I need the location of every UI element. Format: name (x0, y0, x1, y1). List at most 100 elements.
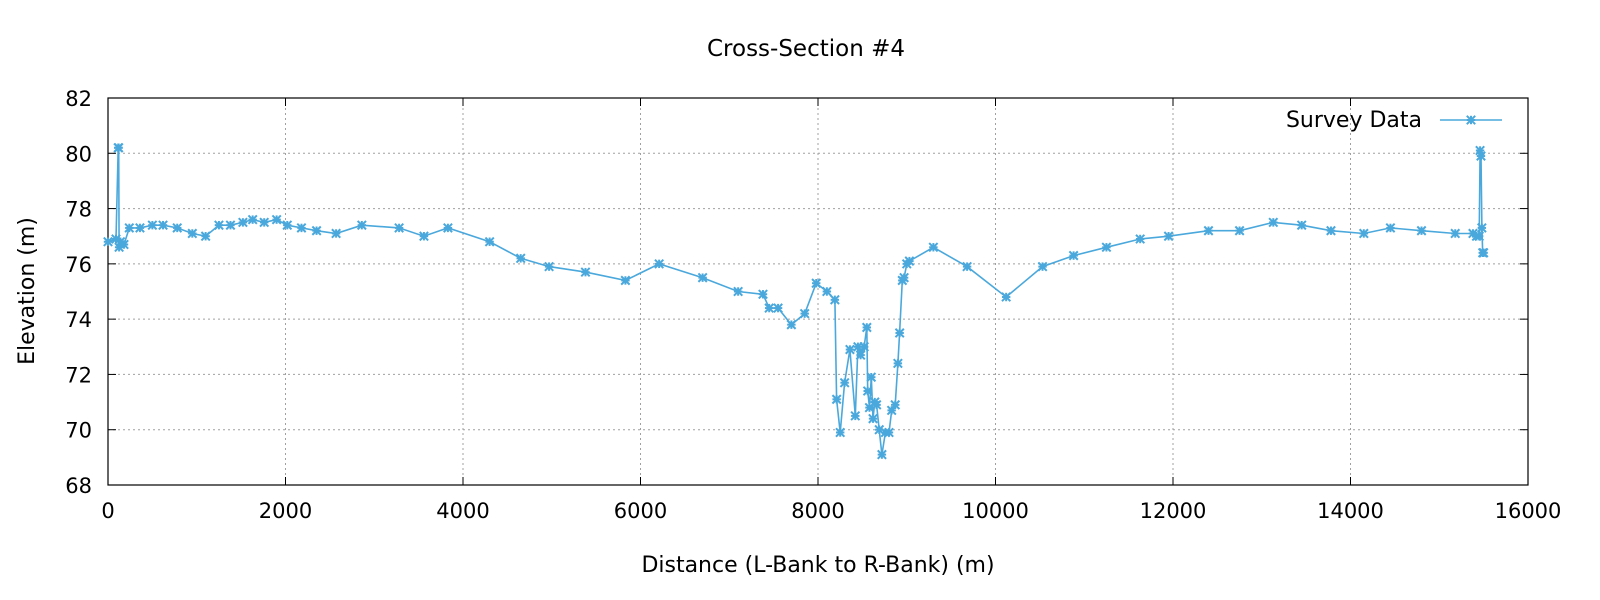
data-point (259, 217, 270, 228)
data-point (892, 358, 903, 369)
data-point (861, 322, 872, 333)
data-point (654, 258, 665, 269)
data-point (1163, 231, 1174, 242)
data-point (1234, 225, 1245, 236)
data-point (835, 427, 846, 438)
data-point (225, 220, 236, 231)
data-point (1203, 225, 1214, 236)
x-tick-label: 6000 (614, 499, 667, 523)
data-point (904, 256, 915, 266)
data-point (124, 223, 135, 233)
x-tick-label: 8000 (791, 499, 844, 523)
data-point (876, 449, 887, 460)
data-point (758, 289, 768, 300)
data-point (799, 308, 810, 319)
y-axis-label: Elevation (m) (15, 217, 40, 365)
data-point (187, 228, 198, 239)
data-point (544, 261, 554, 272)
data-point (821, 286, 832, 297)
data-point (850, 410, 861, 421)
data-point (200, 231, 211, 242)
data-point (580, 267, 591, 278)
y-axis-ticks: 68 70 72 74 76 78 80 82 (65, 87, 1528, 498)
data-point (890, 399, 901, 410)
data-point (839, 377, 850, 388)
legend-marker (1466, 115, 1476, 125)
data-point (1358, 228, 1369, 239)
data-point (1037, 261, 1048, 272)
y-tick-label: 78 (65, 198, 92, 222)
y-tick-label: 76 (65, 253, 92, 277)
data-point (1135, 234, 1146, 244)
data-point (733, 286, 744, 297)
x-tick-label: 2000 (259, 499, 312, 523)
x-axis-ticks: 0 2000 4000 6000 8000 10000 12000 14000 16000 (101, 98, 1561, 523)
data-point (1068, 250, 1079, 261)
data-point (697, 272, 708, 283)
x-tick-label: 16000 (1495, 499, 1562, 523)
data-point (859, 341, 870, 352)
data-point (443, 223, 453, 233)
data-point (1268, 217, 1279, 228)
y-tick-label: 80 (65, 142, 92, 166)
x-tick-label: 0 (101, 499, 114, 523)
data-point (884, 427, 894, 438)
y-tick-label: 72 (65, 363, 92, 387)
data-point (1476, 223, 1487, 233)
grid (108, 98, 1528, 485)
data-point (119, 239, 129, 250)
data-point (786, 319, 797, 330)
data-point (829, 294, 840, 305)
data-point (103, 236, 113, 247)
data-point (282, 220, 293, 231)
data-point (1385, 223, 1396, 233)
x-axis-label: Distance (L-Bank to R-Bank) (m) (641, 553, 994, 578)
data-point (871, 399, 882, 410)
data-point (1474, 231, 1485, 242)
data-point (311, 225, 322, 236)
data-point (1326, 225, 1336, 236)
data-point (620, 275, 631, 286)
y-tick-label: 70 (65, 419, 92, 443)
data-point (1101, 242, 1112, 253)
series-line (107, 147, 1484, 455)
data-point (868, 413, 878, 424)
data-point (1450, 228, 1461, 239)
data-point (214, 220, 224, 231)
data-point (831, 394, 842, 405)
data-point (135, 223, 145, 233)
y-tick-label: 68 (65, 474, 92, 498)
y-tick-label: 82 (65, 87, 92, 111)
survey-data-series (103, 142, 1489, 460)
chart-title: Cross-Section #4 (707, 36, 905, 62)
data-point (237, 217, 248, 228)
data-point (1001, 292, 1012, 302)
data-point (1476, 151, 1486, 161)
data-point (113, 142, 124, 153)
legend-label: Survey Data (1286, 108, 1422, 133)
data-point (855, 350, 866, 360)
data-point (1296, 220, 1307, 231)
data-point (764, 303, 775, 313)
data-point (862, 386, 873, 396)
y-tick-label: 74 (65, 308, 92, 332)
data-point (247, 214, 258, 225)
x-tick-label: 14000 (1317, 499, 1384, 523)
data-point (899, 272, 909, 283)
data-point (271, 214, 282, 225)
data-point (484, 236, 495, 247)
data-point (928, 242, 939, 253)
data-point (811, 278, 822, 289)
data-point (147, 220, 158, 231)
legend: Survey Data (1286, 108, 1502, 133)
data-point (1416, 225, 1427, 236)
data-point (773, 303, 783, 313)
data-point (894, 328, 905, 338)
x-tick-label: 4000 (436, 499, 489, 523)
data-point (845, 344, 855, 355)
plot-frame (107, 97, 1529, 486)
data-point (356, 220, 367, 231)
x-tick-label: 12000 (1140, 499, 1207, 523)
data-point (296, 223, 307, 233)
data-point (962, 261, 973, 272)
